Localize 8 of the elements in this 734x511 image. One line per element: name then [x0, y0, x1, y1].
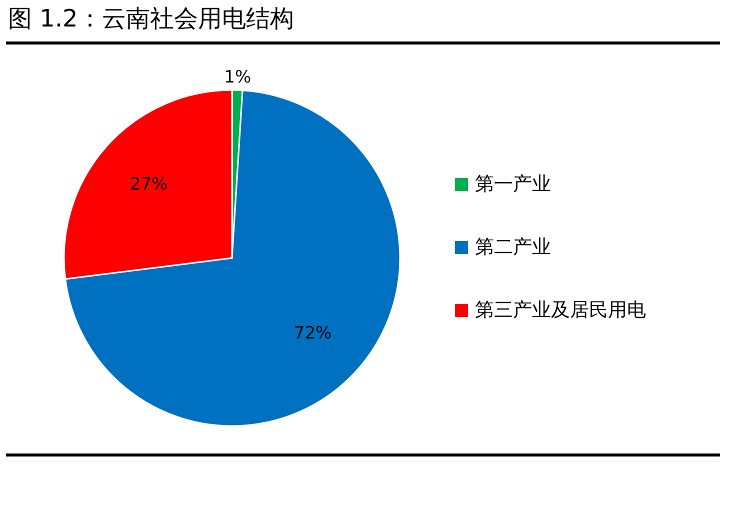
data-label: 1%: [224, 68, 252, 88]
legend-label: 第二产业: [475, 236, 551, 258]
legend-label: 第三产业及居民用电: [475, 299, 646, 322]
pie-slice: [64, 90, 401, 427]
data-label: 27%: [130, 174, 168, 194]
data-label: 72%: [294, 324, 332, 344]
legend-label: 第一产业: [475, 173, 551, 196]
chart-title: 图 1.2：云南社会用电结构: [8, 4, 294, 33]
